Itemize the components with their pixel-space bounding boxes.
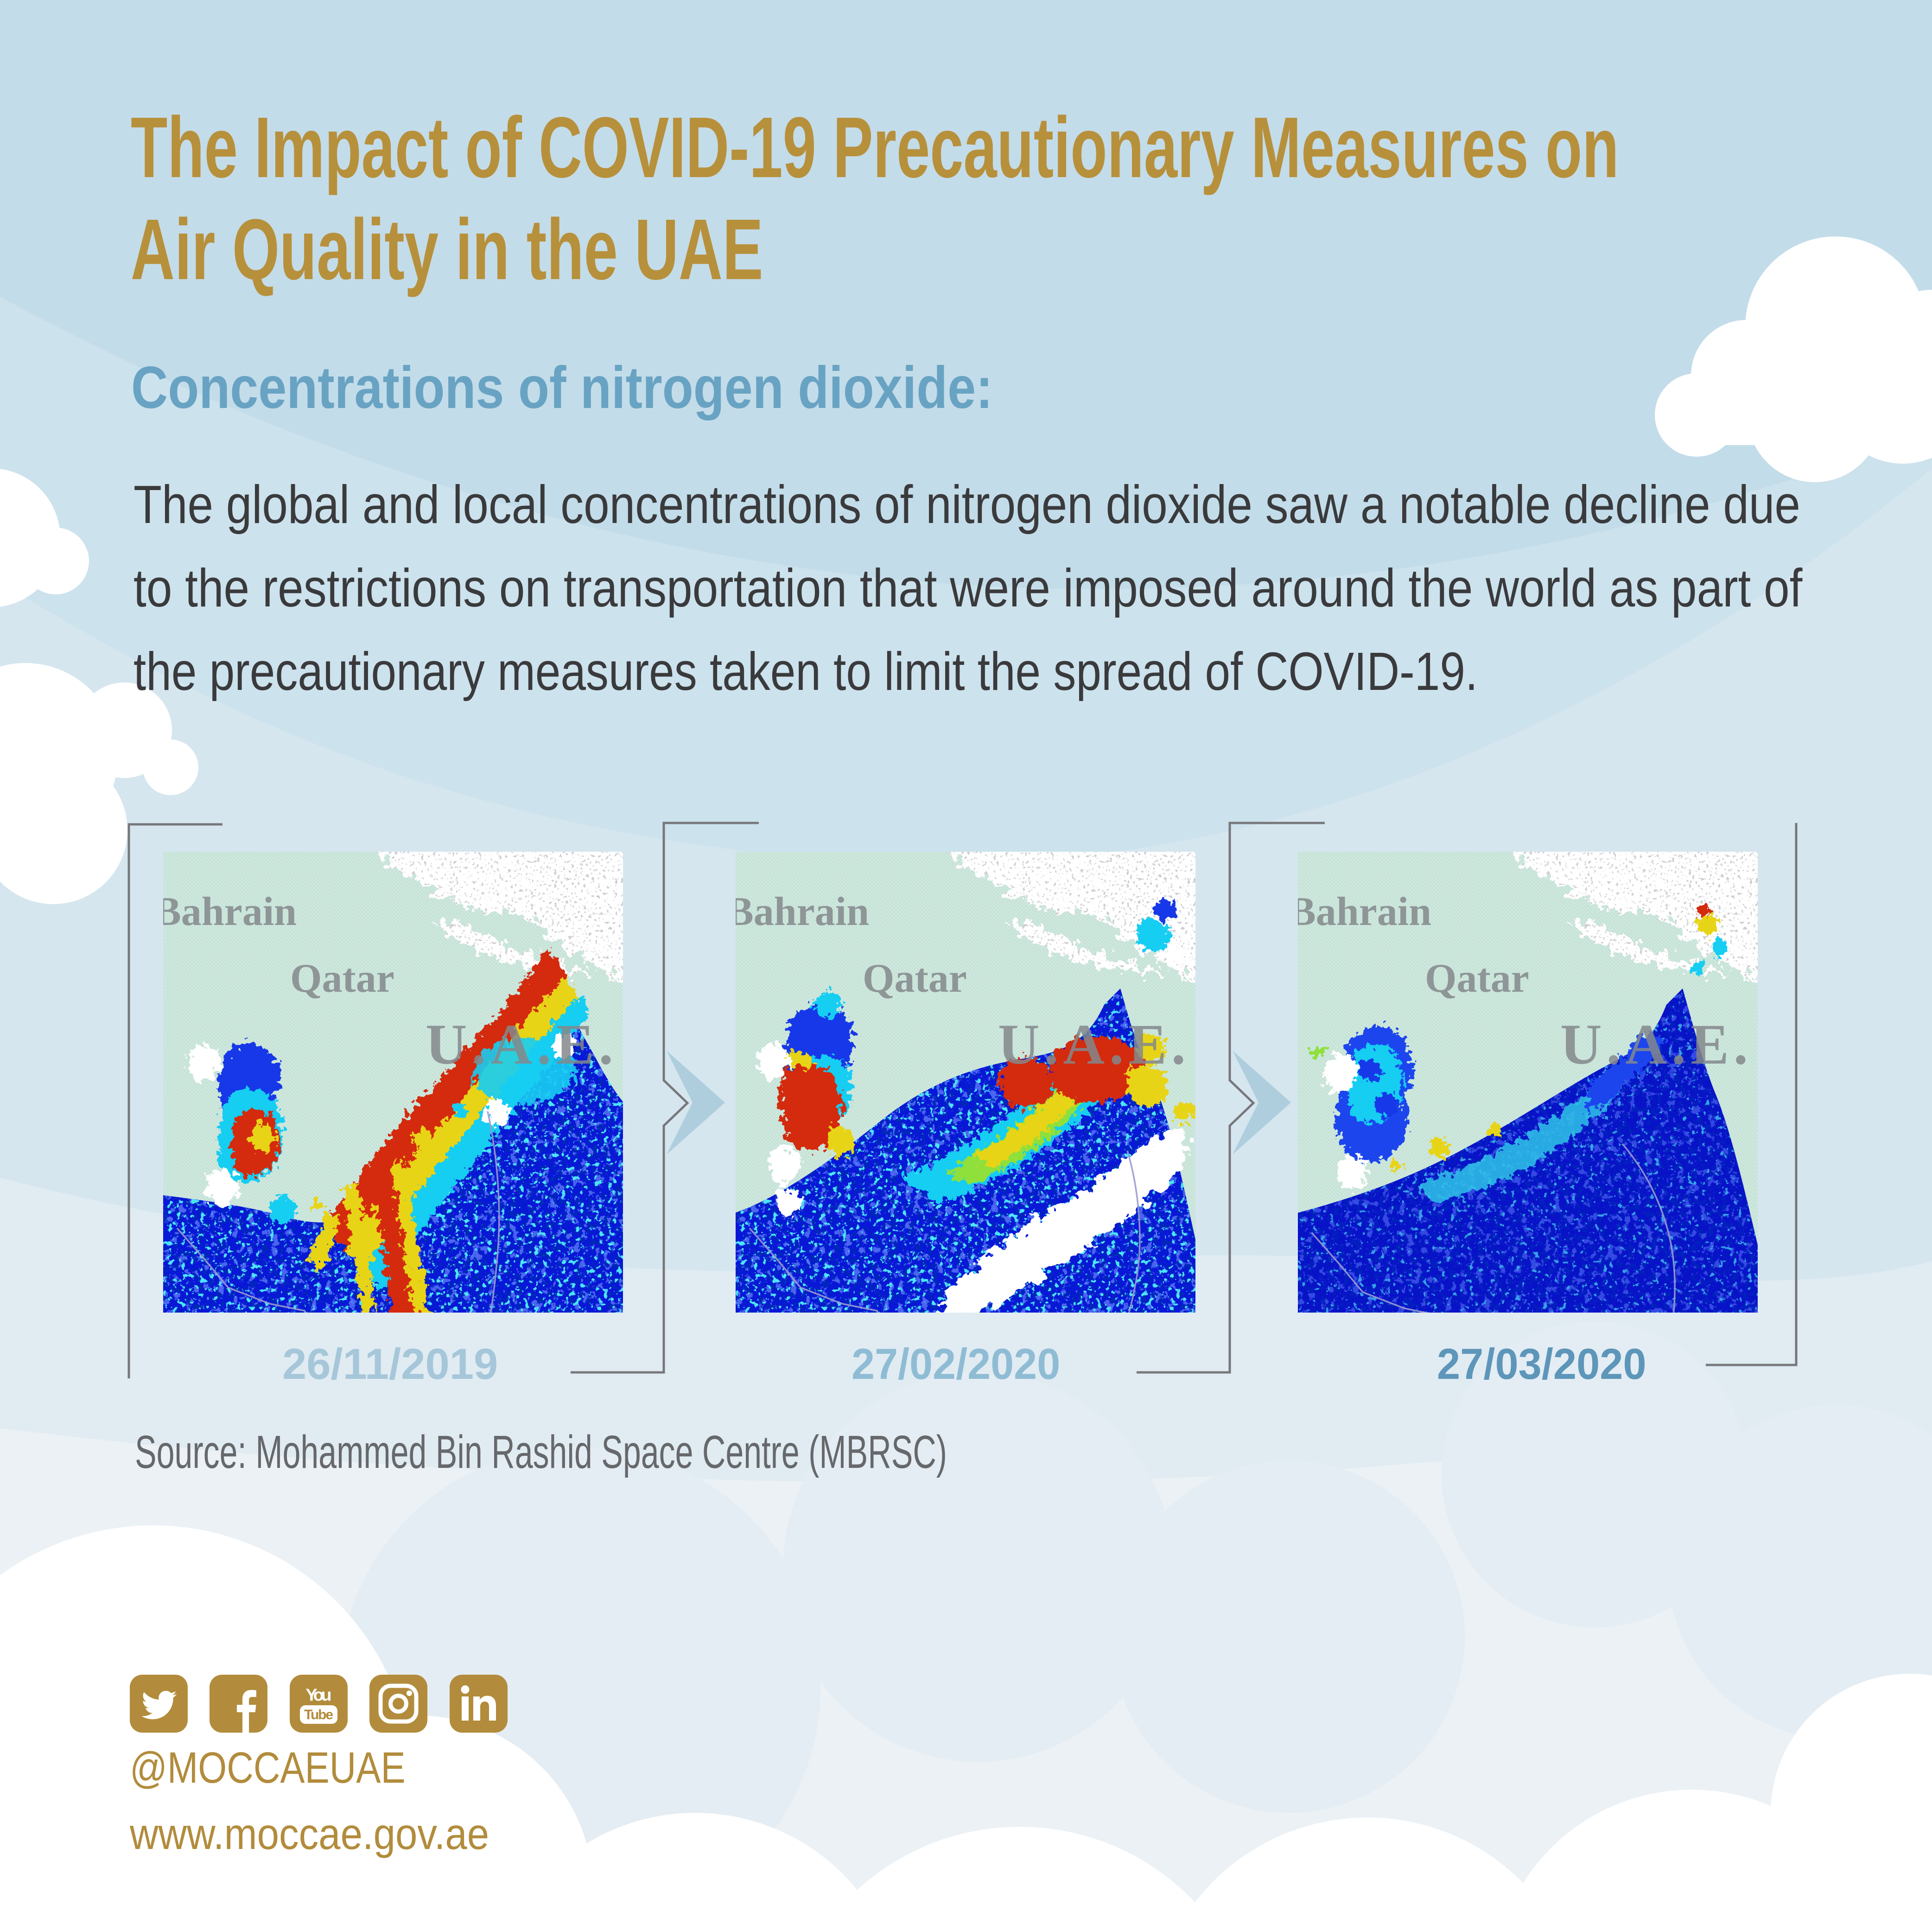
svg-text:Tube: Tube xyxy=(304,1707,333,1722)
svg-text:You: You xyxy=(305,1685,331,1704)
